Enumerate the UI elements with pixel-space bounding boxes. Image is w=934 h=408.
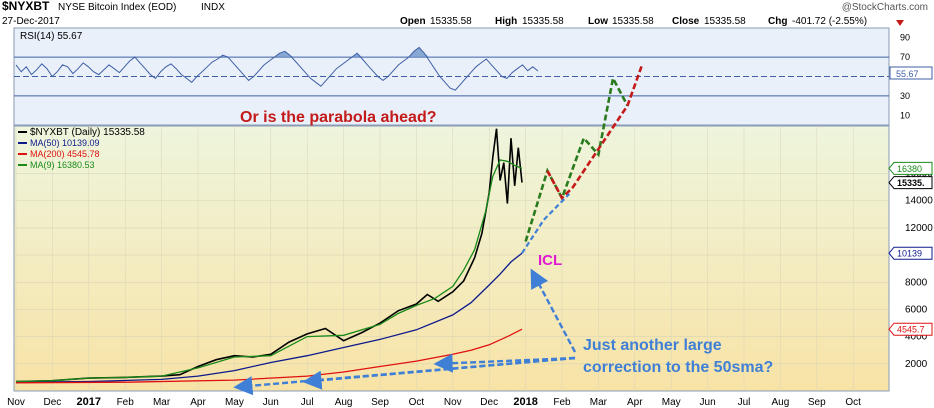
value-tag-text: 15335. <box>897 178 925 188</box>
source-credit: @StockCharts.com <box>842 2 928 13</box>
series-ma-9- <box>15 159 523 383</box>
low-label: Low <box>588 16 608 27</box>
x-axis-ticks: Nov Dec 2017 Feb Mar Apr May Jun Jul Aug Sep Oct Nov… <box>7 396 861 408</box>
index-name: NYSE Bitcoin Index (EOD) <box>58 2 176 13</box>
rsi-line <box>15 46 539 91</box>
price-tick-label: 14000 <box>905 196 933 207</box>
series-layer <box>15 128 523 384</box>
rsi-value-tag-text: 55.67 <box>896 69 919 79</box>
price-tick-label: 6000 <box>905 304 928 315</box>
x-tick-label: Nov <box>444 397 462 408</box>
open-value: 15335.58 <box>430 16 472 27</box>
x-tick-label: Aug <box>772 397 790 408</box>
x-tick-label: Mar <box>153 397 171 408</box>
x-tick-label: Feb <box>553 397 571 408</box>
rsi-value-tag: 55.67 <box>889 66 933 80</box>
series-ma-200- <box>15 328 523 384</box>
x-tick-label: Jun <box>263 397 279 408</box>
value-tag-text: 10139 <box>897 249 922 259</box>
exchange: INDX <box>201 2 225 13</box>
price-tick-label: 4000 <box>905 332 928 343</box>
x-tick-label: Nov <box>7 397 25 408</box>
symbol: $NYXBT <box>2 0 50 13</box>
legend-entry: $NYXBT (Daily) 15335.58 <box>30 127 145 138</box>
annotation-correction-line2: correction to the 50sma? <box>583 359 773 376</box>
chg-value: -401.72 (-2.55%) <box>792 16 867 27</box>
x-tick-label: Oct <box>845 397 861 408</box>
price-panel: 200040006000800010000120001400016000 Nov… <box>7 64 933 408</box>
rsi-tick-label: 10 <box>900 110 910 120</box>
value-tag <box>888 176 933 190</box>
rsi-tick-label: 30 <box>900 91 910 101</box>
value-tag <box>888 161 933 175</box>
legend-entry: MA(200) 4545.78 <box>30 149 100 159</box>
ohlc-readout: Open 15335.58 High 15335.58 Low 15335.58… <box>400 16 904 27</box>
legend-entry: MA(50) 10139.09 <box>30 138 100 148</box>
x-tick-label: 2017 <box>77 396 101 408</box>
annotation-parabola: Or is the parabola ahead? <box>240 109 437 126</box>
annotation-correction-line1: Just another large <box>583 337 722 354</box>
close-label: Close <box>672 16 700 27</box>
x-tick-label: Mar <box>590 397 608 408</box>
projection-down-line <box>546 64 644 201</box>
price-tick-label: 8000 <box>905 277 928 288</box>
rsi-tick-label: 70 <box>900 52 910 62</box>
rsi-label: RSI(14) 55.67 <box>20 31 83 42</box>
x-tick-label: Apr <box>627 397 643 408</box>
x-tick-label: Jul <box>301 397 314 408</box>
value-tag-text: 16380 <box>897 164 922 174</box>
x-tick-label: Aug <box>335 397 353 408</box>
projection-ma50-line <box>521 193 571 254</box>
price-tick-label: 12000 <box>905 223 933 234</box>
high-label: High <box>495 16 517 27</box>
value-tag-text: 4545.7 <box>897 325 925 335</box>
x-tick-label: May <box>225 397 244 408</box>
projection-layer <box>233 64 644 396</box>
x-tick-label: Dec <box>44 397 62 408</box>
arrow-to-ma50 <box>233 356 576 396</box>
low-value: 15335.58 <box>612 16 654 27</box>
arrow-to-icl <box>530 268 577 353</box>
x-tick-label: Jul <box>738 397 751 408</box>
close-value: 15335.58 <box>704 16 746 27</box>
rsi-gridlines <box>14 56 889 97</box>
x-tick-label: Feb <box>117 397 135 408</box>
price-panel-bg <box>13 125 890 392</box>
rsi-tick-label: 90 <box>900 33 910 43</box>
x-tick-label: Sep <box>808 397 826 408</box>
rsi-panel: 9070503010 RSI(14) 55.67 55.67 <box>13 27 933 126</box>
open-label: Open <box>400 16 426 27</box>
x-tick-label: Oct <box>409 397 425 408</box>
value-tag <box>888 322 933 336</box>
x-tick-label: Sep <box>371 397 389 408</box>
annotation-icl: ICL <box>538 252 562 269</box>
chg-label: Chg <box>768 16 787 27</box>
legend-entry: MA(9) 16380.53 <box>30 160 95 170</box>
x-tick-label: 2018 <box>513 396 537 408</box>
high-value: 15335.58 <box>522 16 564 27</box>
x-tick-label: May <box>662 397 681 408</box>
x-tick-label: Jun <box>700 397 716 408</box>
value-tag <box>888 246 933 260</box>
value-tags: 16380 15335. 10139 4545.7 <box>888 161 933 336</box>
x-tick-label: Dec <box>480 397 498 408</box>
series-ma-50- <box>15 252 523 383</box>
down-triangle-icon <box>896 20 904 26</box>
price-tick-label: 2000 <box>905 359 928 370</box>
chart-date: 27-Dec-2017 <box>2 16 60 27</box>
price-axis-ticks: 200040006000800010000120001400016000 <box>905 169 933 370</box>
x-tick-label: Apr <box>190 397 206 408</box>
